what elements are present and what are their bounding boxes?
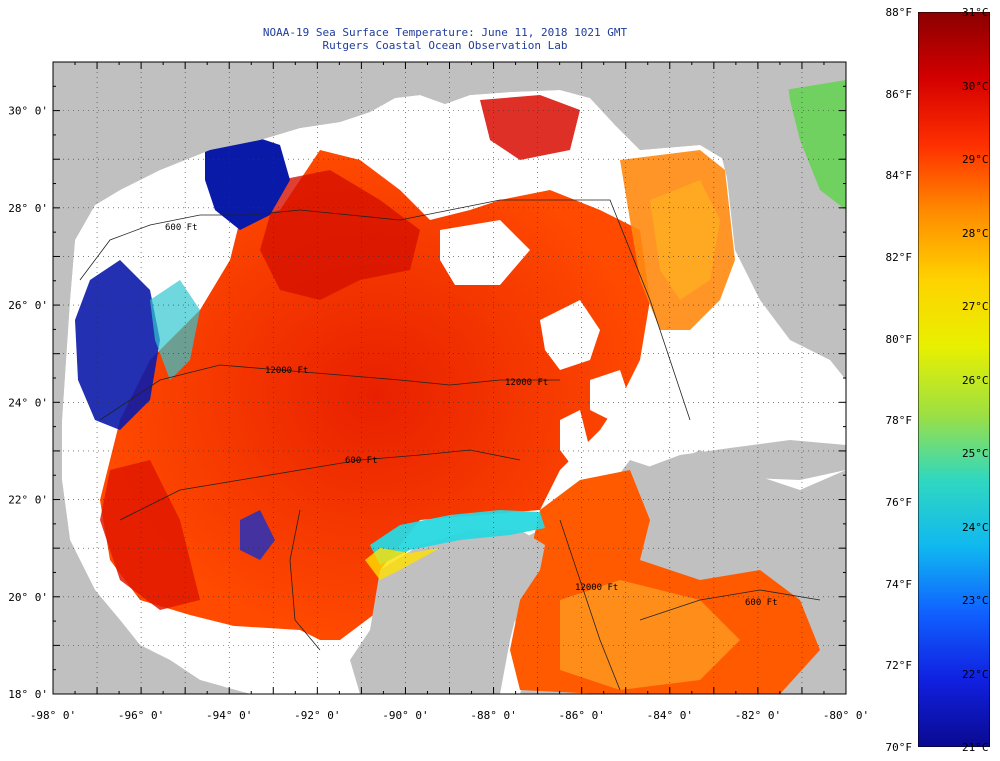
lat-tick-label: 30° 0' (8, 105, 48, 118)
us-gulf-coast-land (53, 62, 846, 480)
colorbar-c-label: 22°C (962, 667, 989, 681)
contour-600ft-south (119, 449, 521, 521)
colorbar-c-label: 21°C (962, 741, 989, 754)
orange-caribbean (560, 580, 740, 690)
orange-yellow-shelf (650, 180, 720, 300)
lon-tick-label: -84° 0' (647, 709, 693, 722)
lon-tick-label: -88° 0' (470, 709, 516, 722)
green-atlantic (785, 62, 846, 210)
colorbar-c-label: 29°C (962, 153, 989, 166)
yellow-jet-edge (365, 548, 440, 580)
colorbar-c-label: 26°C (962, 373, 989, 387)
lon-tick-label: -98° 0' (30, 709, 76, 722)
cloud-patch (440, 220, 530, 285)
colorbar-c-label: 25°C (962, 447, 989, 460)
contour-label: 12000 Ft (575, 583, 618, 593)
cold-water-patch (240, 510, 275, 560)
lat-lon-grid (53, 62, 846, 694)
cloud-patch (140, 620, 340, 690)
lat-tick-label: 26° 0' (8, 299, 48, 312)
axis-labels: -98° 0' -96° 0' -94° 0' -92° 0' -90° 0' -88° … (8, 105, 869, 722)
colorbar (918, 12, 990, 747)
colorbar-c-label: 28°C (962, 226, 989, 240)
lon-tick-label: -90° 0' (382, 709, 428, 722)
contour-label: 600 Ft (165, 223, 198, 233)
hot-water-west (100, 460, 200, 610)
axis-ticks (52, 61, 847, 695)
colorbar-f-label: 74°F (885, 577, 913, 591)
colorbar-c-label: 31°C (962, 6, 989, 19)
hot-water-core (260, 170, 420, 300)
colorbar-gradient (918, 12, 990, 747)
hot-water-north (480, 95, 580, 160)
lon-tick-label: -80° 0' (823, 709, 869, 722)
contour-label: 12000 Ft (505, 378, 548, 388)
lat-tick-label: 28° 0' (8, 202, 48, 215)
map-title: NOAA-19 Sea Surface Temperature: June 11… (262, 26, 628, 39)
map-subtitle: Rutgers Coastal Ocean Observation Lab (322, 39, 568, 52)
colorbar-c-label: 24°C (962, 520, 989, 534)
lon-tick-label: -86° 0' (558, 709, 604, 722)
cold-upwelling-jet (370, 510, 545, 565)
lon-tick-label: -96° 0' (118, 709, 164, 722)
lat-tick-label: 20° 0' (8, 591, 48, 604)
cloud-patch (540, 300, 600, 370)
colorbar-c-label: 23°C (962, 594, 989, 607)
colorbar-f-label: 88°F (885, 6, 913, 19)
contour-600ft (79, 199, 691, 421)
colorbar-f-label: 84°F (885, 169, 913, 183)
contour-yucatan-shelf (289, 509, 321, 651)
cold-water-louisiana (205, 135, 290, 230)
yucatan-land (350, 530, 545, 694)
contour-caribbean (559, 519, 621, 691)
cuba-land (640, 440, 846, 500)
contour-labels: 600 Ft 12000 Ft 600 Ft 12000 Ft 12000 Ft… (165, 223, 778, 608)
contour-label: 12000 Ft (265, 366, 308, 376)
cold-water-texas (75, 260, 160, 430)
colorbar-f-label: 70°F (885, 741, 913, 754)
colorbar-c-label: 30°C (962, 79, 989, 93)
cyan-coastal-fringe (150, 280, 200, 380)
lon-tick-label: -82° 0' (735, 709, 781, 722)
colorbar-f-label: 72°F (885, 659, 913, 673)
lat-tick-label: 18° 0' (8, 688, 48, 701)
colorbar-c-label: 27°C (962, 300, 989, 313)
lon-tick-label: -94° 0' (206, 709, 252, 722)
lat-tick-label: 22° 0' (8, 494, 48, 507)
cloud-patch (590, 370, 630, 420)
colorbar-f-label: 86°F (885, 87, 913, 101)
colorbar-f-label: 80°F (885, 332, 913, 346)
contour-12000ft (99, 364, 560, 421)
warm-water-region (100, 150, 650, 640)
lat-tick-label: 24° 0' (8, 396, 48, 409)
bathymetry-contours (79, 199, 821, 691)
colorbar-f-label: 76°F (885, 496, 913, 509)
cloud-patch (560, 410, 590, 470)
contour-caribbean-deep (639, 589, 821, 621)
mexico-land (53, 480, 250, 694)
contour-label: 600 Ft (745, 598, 778, 608)
contour-label: 600 Ft (345, 456, 378, 466)
colorbar-f-label: 78°F (885, 414, 913, 428)
lon-tick-label: -92° 0' (294, 709, 340, 722)
colorbar-f-label: 82°F (885, 251, 913, 264)
